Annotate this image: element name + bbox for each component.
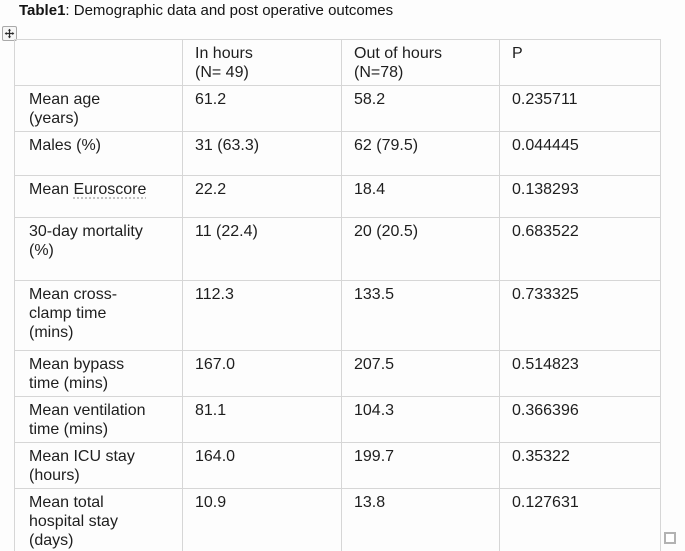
- table-row: Mean ventilation time (mins) 81.1 104.3 …: [14, 396, 661, 443]
- table-row: Mean age (years) 61.2 58.2 0.235711: [14, 85, 661, 132]
- cell-p-value: 0.366396: [499, 396, 661, 443]
- row-label: Mean ventilation time (mins): [14, 396, 183, 443]
- cell-out-of-hours: 199.7: [341, 442, 500, 489]
- cell-in-hours: 164.0: [182, 442, 342, 489]
- table-resize-handle[interactable]: [664, 532, 676, 544]
- table-row: Mean bypass time (mins) 167.0 207.5 0.51…: [14, 350, 661, 397]
- cell-out-of-hours: 18.4: [341, 175, 500, 218]
- table-caption-text: : Demographic data and post operative ou…: [65, 2, 394, 19]
- cell-p-value: 0.733325: [499, 280, 661, 351]
- table-caption-number: Table1: [19, 2, 66, 19]
- cell-out-of-hours: 133.5: [341, 280, 500, 351]
- header-out-of-hours: Out of hours (N=78): [341, 39, 500, 86]
- cell-out-of-hours: 207.5: [341, 350, 500, 397]
- header-corner-cell: [14, 39, 183, 86]
- row-label: Mean age (years): [14, 85, 183, 132]
- cell-out-of-hours: 58.2: [341, 85, 500, 132]
- cell-p-value: 0.138293: [499, 175, 661, 218]
- cell-in-hours: 81.1: [182, 396, 342, 443]
- demographics-outcomes-table: In hours (N= 49) Out of hours (N=78) P M…: [14, 39, 661, 551]
- cell-in-hours: 22.2: [182, 175, 342, 218]
- cell-p-value: 0.514823: [499, 350, 661, 397]
- cell-out-of-hours: 104.3: [341, 396, 500, 443]
- row-label: Mean bypass time (mins): [14, 350, 183, 397]
- cell-out-of-hours: 62 (79.5): [341, 131, 500, 176]
- cell-out-of-hours: 13.8: [341, 488, 500, 551]
- row-label: Males (%): [14, 131, 183, 176]
- table-caption: Table1: Demographic data and post operat…: [19, 2, 393, 20]
- cell-p-value: 0.127631: [499, 488, 661, 551]
- table-row: 30-day mortality (%) 11 (22.4) 20 (20.5)…: [14, 217, 661, 281]
- move-icon: [4, 28, 15, 39]
- header-in-hours: In hours (N= 49): [182, 39, 342, 86]
- table-row: Mean Euroscore 22.2 18.4 0.138293: [14, 175, 661, 218]
- table-row: Mean ICU stay (hours) 164.0 199.7 0.3532…: [14, 442, 661, 489]
- cell-in-hours: 61.2: [182, 85, 342, 132]
- table-row: Males (%) 31 (63.3) 62 (79.5) 0.044445: [14, 131, 661, 176]
- header-p-value: P: [499, 39, 661, 86]
- cell-out-of-hours: 20 (20.5): [341, 217, 500, 281]
- row-label: 30-day mortality (%): [14, 217, 183, 281]
- table-row: Mean cross- clamp time (mins) 112.3 133.…: [14, 280, 661, 351]
- cell-p-value: 0.683522: [499, 217, 661, 281]
- cell-in-hours: 31 (63.3): [182, 131, 342, 176]
- table-header-row: In hours (N= 49) Out of hours (N=78) P: [14, 39, 661, 86]
- cell-in-hours: 10.9: [182, 488, 342, 551]
- row-label: Mean ICU stay (hours): [14, 442, 183, 489]
- row-label: Mean cross- clamp time (mins): [14, 280, 183, 351]
- row-label: Mean Euroscore: [14, 175, 183, 218]
- cell-p-value: 0.35322: [499, 442, 661, 489]
- cell-p-value: 0.235711: [499, 85, 661, 132]
- row-label-text: Mean: [29, 181, 74, 198]
- cell-in-hours: 112.3: [182, 280, 342, 351]
- table-move-handle[interactable]: [2, 26, 17, 41]
- row-label-misspelled-word: Euroscore: [73, 181, 147, 198]
- cell-p-value: 0.044445: [499, 131, 661, 176]
- cell-in-hours: 167.0: [182, 350, 342, 397]
- table-row: Mean total hospital stay (days) 10.9 13.…: [14, 488, 661, 551]
- row-label: Mean total hospital stay (days): [14, 488, 183, 551]
- cell-in-hours: 11 (22.4): [182, 217, 342, 281]
